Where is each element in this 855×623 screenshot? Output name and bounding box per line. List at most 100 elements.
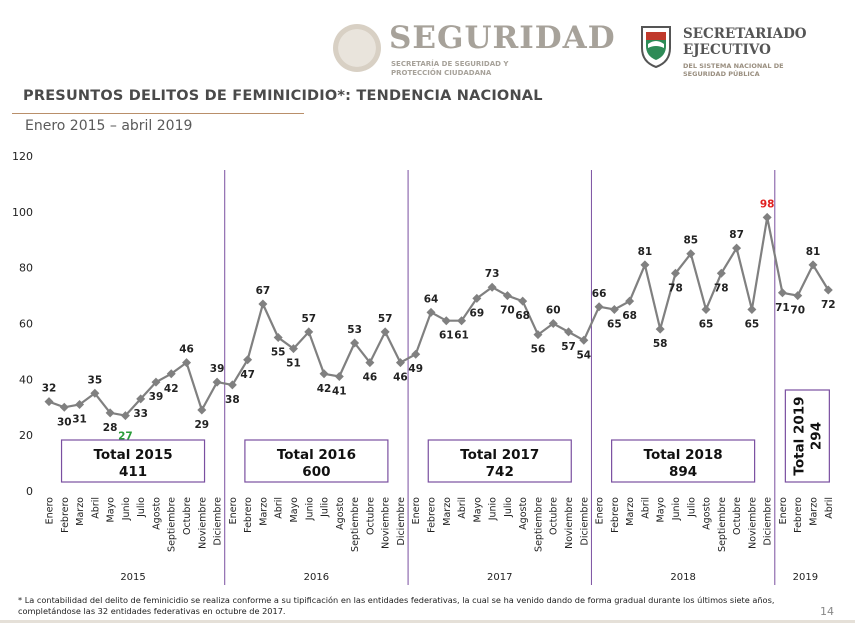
shield-icon	[641, 26, 671, 68]
data-point	[533, 330, 543, 340]
footnote: * La contabilidad del delito de feminici…	[18, 595, 775, 616]
data-point	[762, 212, 772, 222]
x-tick-label: Julio	[686, 497, 697, 518]
data-label: 57	[301, 313, 316, 325]
data-label: 46	[393, 372, 408, 384]
data-label: 85	[683, 235, 698, 247]
data-point	[395, 358, 405, 368]
data-point	[319, 369, 329, 379]
data-point	[44, 397, 54, 407]
y-tick-label: 100	[12, 206, 33, 219]
x-tick-label: Octubre	[732, 497, 743, 535]
x-tick-label: Septiembre	[350, 497, 361, 552]
x-tick-label: Julio	[136, 497, 147, 518]
header: SEGURIDAD SECRETARÍA DE SEGURIDAD Y PROT…	[0, 0, 855, 85]
data-label: 33	[133, 408, 148, 420]
data-label: 49	[408, 363, 423, 375]
y-tick-label: 80	[19, 262, 33, 275]
data-point	[823, 285, 833, 295]
data-label: 61	[454, 330, 469, 342]
x-tick-label: Diciembre	[213, 497, 224, 546]
x-tick-label: Mayo	[106, 497, 117, 523]
x-tick-label: Noviembre	[197, 497, 208, 549]
data-label: 56	[531, 344, 546, 356]
x-tick-label: Diciembre	[579, 497, 590, 546]
data-point	[732, 243, 742, 253]
sesnsp-logo: SECRETARIADO EJECUTIVO DEL SISTEMA NACIO…	[635, 24, 835, 84]
year-label: 2018	[670, 572, 695, 583]
data-point	[487, 282, 497, 292]
x-tick-label: Octubre	[182, 497, 193, 535]
data-point	[411, 349, 421, 359]
data-point	[472, 293, 482, 303]
x-tick-label: Mayo	[472, 497, 483, 523]
data-point	[151, 377, 161, 387]
total-box-value: 600	[302, 464, 330, 480]
x-tick-label: Abril	[274, 497, 285, 519]
total-box-value: 894	[669, 464, 697, 480]
x-tick-label: Junio	[121, 497, 132, 521]
total-box-value: 411	[119, 464, 147, 480]
data-label: 46	[363, 372, 378, 384]
data-label: 58	[653, 338, 668, 350]
x-tick-label: Mayo	[289, 497, 300, 523]
year-label: 2019	[793, 572, 818, 583]
data-label: 30	[57, 416, 72, 428]
data-label: 35	[88, 374, 103, 386]
total-box-label: Total 2018	[644, 447, 723, 463]
data-label: 64	[424, 293, 439, 305]
data-point	[609, 305, 619, 315]
data-label: 54	[576, 349, 591, 361]
data-label: 68	[622, 310, 637, 322]
data-label: 81	[638, 246, 653, 258]
data-point	[777, 288, 787, 298]
x-tick-label: Septiembre	[167, 497, 178, 552]
total-box	[784, 389, 830, 483]
data-label: 87	[729, 229, 744, 241]
data-label: 28	[103, 422, 118, 434]
data-point	[273, 332, 283, 342]
x-tick-label: Junio	[488, 497, 499, 521]
page-subtitle: Enero 2015 – abril 2019	[25, 118, 193, 134]
data-point	[808, 260, 818, 270]
data-label: 51	[286, 358, 301, 370]
year-label: 2017	[487, 572, 512, 583]
data-label: 65	[699, 319, 714, 331]
x-tick-label: Agosto	[518, 497, 529, 530]
total-box-label: Total 2017	[460, 447, 539, 463]
x-tick-label: Abril	[824, 497, 835, 519]
series-line	[48, 217, 830, 417]
x-tick-label: Agosto	[335, 497, 346, 530]
x-tick-label: Febrero	[793, 497, 804, 533]
x-tick-label: Diciembre	[763, 497, 774, 546]
data-label: 69	[470, 307, 485, 319]
y-tick-label: 120	[12, 150, 33, 163]
total-box-value: 294	[808, 422, 824, 450]
data-point	[594, 302, 604, 312]
data-point	[625, 296, 635, 306]
total-box	[427, 439, 572, 483]
y-tick-label: 60	[19, 318, 33, 331]
seguridad-logo: SEGURIDAD SECRETARÍA DE SEGURIDAD Y PROT…	[333, 18, 615, 78]
data-label: 98	[760, 198, 775, 210]
data-label: 81	[806, 246, 821, 258]
sesnsp-subtitle: DEL SISTEMA NACIONAL DE SEGURIDAD PÚBLIC…	[683, 62, 784, 78]
data-label: 57	[378, 313, 393, 325]
data-label: 73	[485, 268, 500, 280]
year-label: 2016	[304, 572, 329, 583]
data-point	[793, 291, 803, 301]
x-tick-label: Abril	[640, 497, 651, 519]
page-number: 14	[820, 605, 834, 618]
data-point	[243, 355, 253, 365]
data-point	[90, 388, 100, 398]
x-tick-label: Marzo	[809, 497, 820, 526]
data-point	[212, 377, 222, 387]
data-point	[716, 268, 726, 278]
x-tick-label: Noviembre	[381, 497, 392, 549]
y-tick-label: 0	[26, 485, 33, 498]
x-tick-label: Septiembre	[717, 497, 728, 552]
page-title: PRESUNTOS DELITOS DE FEMINICIDIO*: TENDE…	[23, 88, 543, 104]
data-point	[59, 402, 69, 412]
data-point	[120, 411, 130, 421]
